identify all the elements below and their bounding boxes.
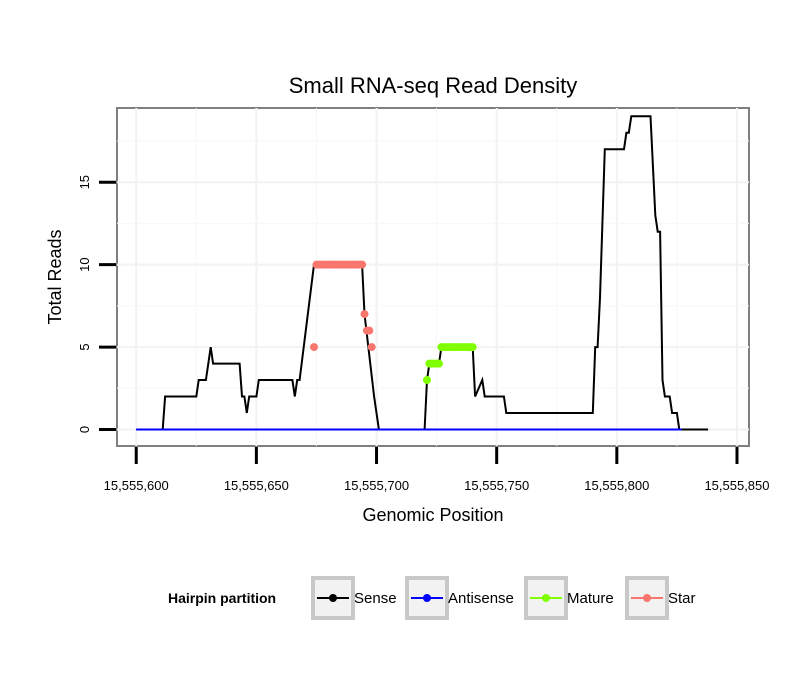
y-tick-label: 5 bbox=[77, 343, 92, 350]
legend-label-star: Star bbox=[668, 590, 696, 607]
y-tick-label: 0 bbox=[77, 426, 92, 433]
data-point-mature bbox=[435, 360, 443, 368]
x-tick-label: 15,555,800 bbox=[584, 478, 649, 493]
chart-title: Small RNA-seq Read Density bbox=[289, 73, 578, 98]
legend-key-point bbox=[643, 594, 651, 602]
legend-key-point bbox=[542, 594, 550, 602]
data-point-mature bbox=[469, 343, 477, 351]
data-point-star bbox=[358, 261, 366, 269]
legend-title: Hairpin partition bbox=[168, 590, 276, 606]
data-point-star bbox=[310, 343, 318, 351]
legend-label-mature: Mature bbox=[567, 590, 614, 607]
legend-label-sense: Sense bbox=[354, 590, 397, 607]
data-point-star bbox=[365, 327, 373, 335]
data-point-star bbox=[368, 343, 376, 351]
x-tick-label: 15,555,650 bbox=[224, 478, 289, 493]
legend-key-point bbox=[423, 594, 431, 602]
legend-label-antisense: Antisense bbox=[448, 590, 514, 607]
x-tick-label: 15,555,700 bbox=[344, 478, 409, 493]
plot-panel bbox=[117, 108, 749, 446]
y-axis-label: Total Reads bbox=[45, 229, 65, 324]
x-tick-label: 15,555,750 bbox=[464, 478, 529, 493]
x-tick-label: 15,555,600 bbox=[104, 478, 169, 493]
data-point-mature bbox=[423, 376, 431, 384]
x-axis-label: Genomic Position bbox=[362, 505, 503, 525]
data-point-star bbox=[361, 310, 369, 318]
y-tick-label: 10 bbox=[77, 257, 92, 271]
read-density-chart: Small RNA-seq Read Density 15,555,600 15,… bbox=[0, 0, 810, 690]
y-tick-label: 15 bbox=[77, 175, 92, 189]
x-tick-label: 15,555,850 bbox=[704, 478, 769, 493]
legend: Hairpin partition Sense Antisense Mature St… bbox=[168, 578, 696, 618]
legend-key-point bbox=[329, 594, 337, 602]
